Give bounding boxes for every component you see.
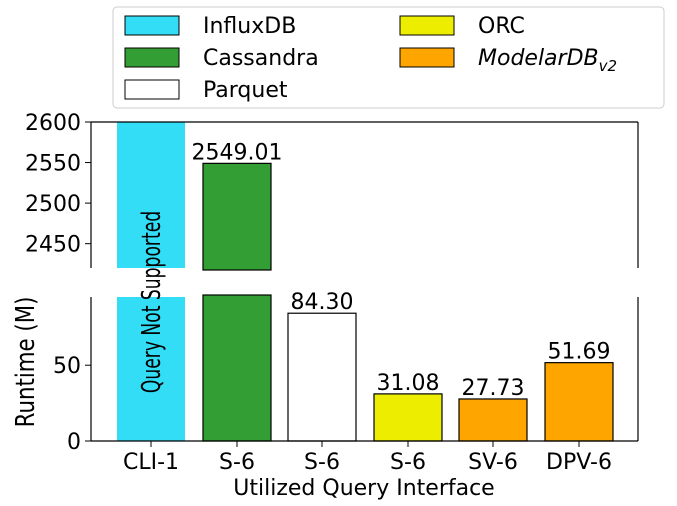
xtick-label: S-6 xyxy=(304,450,340,475)
bar-influxdb-lower xyxy=(117,297,185,441)
upper-ytick-label: 2500 xyxy=(25,192,81,217)
xtick-label: SV-6 xyxy=(468,450,518,475)
bar-1-lower xyxy=(202,294,272,442)
data-label-5: 51.69 xyxy=(548,340,611,365)
data-label-3: 31.08 xyxy=(377,371,440,396)
upper-ytick-label: 2600 xyxy=(25,111,81,136)
legend-swatch-1 xyxy=(124,47,180,68)
xtick-label: S-6 xyxy=(219,450,255,475)
legend-label-2: Parquet xyxy=(203,78,288,103)
bar-1-upper xyxy=(202,162,272,271)
bar-2 xyxy=(287,312,357,442)
bar-3 xyxy=(373,393,443,442)
bar-4 xyxy=(458,398,528,442)
legend-label-1: Cassandra xyxy=(203,46,319,71)
bar-influxdb-upper xyxy=(117,122,185,268)
legend-swatch-3 xyxy=(399,15,455,36)
legend-swatch-0 xyxy=(124,15,180,36)
data-label-4: 27.73 xyxy=(462,376,525,401)
upper-ytick-label: 2550 xyxy=(25,152,81,177)
legend-frame xyxy=(112,6,665,109)
legend: InfluxDB Cassandra Parquet ORC ModelarDBv2 xyxy=(112,6,665,109)
bar-5 xyxy=(544,362,614,442)
xtick-label: DPV-6 xyxy=(546,450,612,475)
legend-swatch-2 xyxy=(124,79,180,100)
upper-panel: 2549.01 2450 2500 2550 2600 xyxy=(25,111,639,271)
y-axis-label: Runtime (M) xyxy=(10,297,41,428)
data-label-1: 2549.01 xyxy=(192,140,283,165)
upper-ytick-label: 2450 xyxy=(25,233,81,258)
lower-ytick-label: 0 xyxy=(67,430,81,455)
xtick-label: S-6 xyxy=(390,450,426,475)
xtick-label: CLI-1 xyxy=(123,450,179,475)
legend-label-4: ModelarDBv2 xyxy=(478,46,617,75)
legend-label-0: InfluxDB xyxy=(203,14,296,39)
x-axis-label: Utilized Query Interface xyxy=(233,476,494,501)
lower-ytick-label: 50 xyxy=(53,354,81,379)
data-label-2: 84.30 xyxy=(291,290,354,315)
legend-swatch-4 xyxy=(399,47,455,68)
annotation-query-not-supported: Query Not Supported xyxy=(138,211,168,393)
lower-panel: 84.30 31.08 27.73 51.69 0 50 CLI-1 S-6 S-6 S-6 SV-… xyxy=(53,290,639,475)
legend-label-3: ORC xyxy=(478,14,525,39)
